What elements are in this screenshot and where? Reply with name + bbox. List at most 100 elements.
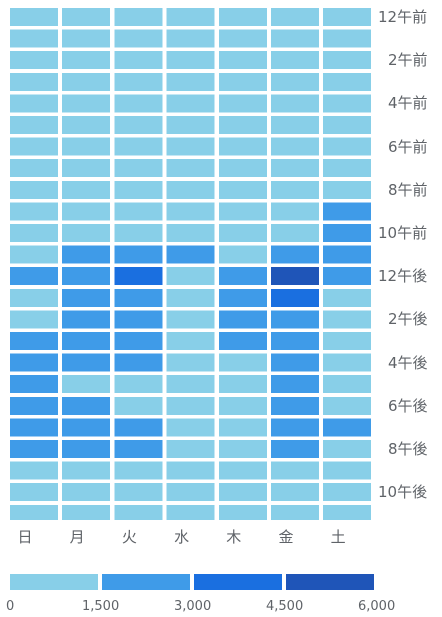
heatmap-cell xyxy=(271,159,319,178)
heatmap-cell xyxy=(62,440,111,458)
heatmap-cell xyxy=(166,202,215,221)
heatmap-cell xyxy=(218,418,267,437)
heatmap-cell xyxy=(114,137,163,156)
heatmap-cell xyxy=(166,461,215,480)
heatmap-cell xyxy=(271,116,319,134)
heatmap-cell xyxy=(166,224,215,242)
heatmap-cell xyxy=(114,504,163,520)
heatmap-cell xyxy=(271,180,319,199)
heatmap-cell xyxy=(218,461,267,480)
heatmap-cell xyxy=(62,8,111,26)
hour-label: 10午後 xyxy=(378,483,428,502)
heatmap-cell xyxy=(114,396,163,415)
heatmap-cell xyxy=(114,310,163,329)
heatmap-cell xyxy=(218,440,267,458)
heatmap-cell xyxy=(10,224,58,242)
heatmap-cell xyxy=(271,137,319,156)
heatmap-cell xyxy=(166,288,215,307)
heatmap-cell xyxy=(323,180,372,199)
heatmap-cell xyxy=(62,137,111,156)
heatmap-cell xyxy=(323,267,372,286)
heatmap-cell xyxy=(114,116,163,134)
heatmap-cell xyxy=(271,245,319,264)
heatmap-cell xyxy=(10,418,58,437)
heatmap-cell xyxy=(323,29,372,48)
heatmap-cell xyxy=(62,504,111,520)
heatmap-cell xyxy=(166,180,215,199)
heatmap-cell xyxy=(10,245,58,264)
hour-label: 4午後 xyxy=(388,353,428,372)
heatmap-cell xyxy=(323,8,372,26)
heatmap-cell xyxy=(10,8,58,26)
heatmap-cell xyxy=(166,332,215,350)
hour-label: 6午後 xyxy=(388,396,428,415)
heatmap-cell xyxy=(271,310,319,329)
heatmap-cell xyxy=(323,375,372,394)
heatmap-cell xyxy=(114,461,163,480)
heatmap-cell xyxy=(114,332,163,350)
heatmap-cell xyxy=(271,224,319,242)
heatmap-cell xyxy=(62,288,111,307)
heatmap-cell xyxy=(218,245,267,264)
heatmap-cell xyxy=(271,202,319,221)
heatmap-cell xyxy=(166,396,215,415)
weekday-label: 火 xyxy=(121,528,137,546)
heatmap-cell xyxy=(218,332,267,350)
hour-label: 8午前 xyxy=(388,180,428,199)
heatmap-cell xyxy=(114,353,163,372)
hour-label: 2午前 xyxy=(388,51,428,70)
heatmap-cell xyxy=(62,310,111,329)
heatmap-cell xyxy=(62,72,111,91)
heatmap-cell xyxy=(62,267,111,286)
heatmap-cell xyxy=(10,72,58,91)
heatmap-cell xyxy=(114,51,163,70)
heatmap-cell xyxy=(323,418,372,437)
legend-swatch xyxy=(286,574,374,590)
hour-label: 12午後 xyxy=(378,267,428,286)
heatmap-cell xyxy=(10,116,58,134)
color-legend: 0 1,500 3,000 4,500 6,000 xyxy=(0,574,442,614)
heatmap-cell xyxy=(323,202,372,221)
heatmap-cell xyxy=(10,51,58,70)
heatmap-cell xyxy=(271,267,319,286)
heatmap-cell xyxy=(218,310,267,329)
heatmap-cell xyxy=(271,418,319,437)
legend-swatch xyxy=(194,574,282,590)
weekday-label: 金 xyxy=(278,528,294,546)
heatmap-cell xyxy=(10,440,58,458)
heatmap-cell xyxy=(62,159,111,178)
weekday-label: 木 xyxy=(226,528,242,546)
heatmap-cell xyxy=(10,504,58,520)
heatmap-cell xyxy=(10,29,58,48)
heatmap-cell xyxy=(10,332,58,350)
heatmap-cell xyxy=(271,29,319,48)
heatmap-cell xyxy=(218,159,267,178)
heatmap-cell xyxy=(10,288,58,307)
heatmap-cell xyxy=(62,224,111,242)
heatmap-cell xyxy=(323,116,372,134)
heatmap-cell xyxy=(10,353,58,372)
heatmap-cell xyxy=(62,396,111,415)
heatmap-cell xyxy=(10,461,58,480)
heatmap-cell xyxy=(62,418,111,437)
heatmap-cell xyxy=(62,202,111,221)
heatmap-cell xyxy=(323,51,372,70)
heatmap-cell xyxy=(218,353,267,372)
heatmap-cell xyxy=(218,8,267,26)
heatmap-cell xyxy=(271,72,319,91)
heatmap-cell xyxy=(271,288,319,307)
hour-label: 6午前 xyxy=(388,137,428,156)
heatmap-cell xyxy=(218,94,267,113)
heatmap-cell xyxy=(218,72,267,91)
heatmap-cell xyxy=(166,116,215,134)
heatmap-cell xyxy=(10,483,58,502)
heatmap-cell xyxy=(62,483,111,502)
heatmap-cell xyxy=(271,461,319,480)
heatmap-cell xyxy=(218,180,267,199)
heatmap-cell xyxy=(218,267,267,286)
heatmap-cell xyxy=(114,29,163,48)
heatmap-cell xyxy=(114,267,163,286)
heatmap-cell xyxy=(218,116,267,134)
legend-tick-label: 6,000 xyxy=(358,599,396,614)
heatmap-cell xyxy=(62,29,111,48)
